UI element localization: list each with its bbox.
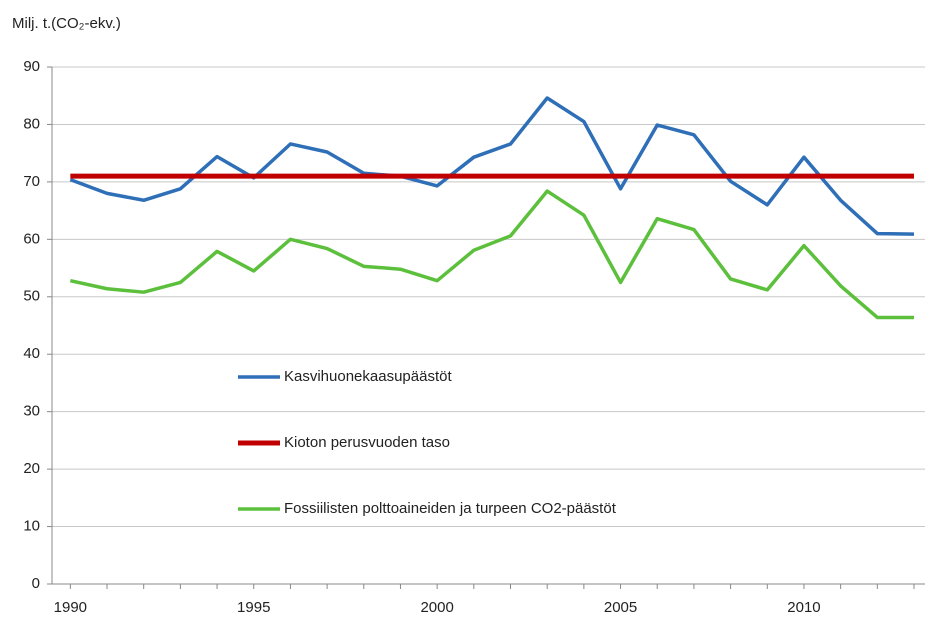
series-line: [69, 189, 914, 320]
y-tick-label: 70: [23, 173, 40, 190]
y-tick-label: 20: [23, 460, 40, 477]
x-tick-label: 2000: [420, 599, 453, 616]
y-axis-label: Milj. t.(CO₂-ekv.): [12, 15, 121, 32]
y-tick-label: 60: [23, 230, 40, 247]
y-tick-label: 10: [23, 518, 40, 535]
legend-label: Kasvihuonekaasupäästöt: [284, 368, 452, 385]
x-tick-label: 1990: [54, 599, 87, 616]
y-tick-label: 0: [32, 575, 40, 592]
x-tick-label: 2005: [604, 599, 637, 616]
y-tick-label: 90: [23, 58, 40, 75]
x-tick-label: 1995: [237, 599, 270, 616]
y-tick-label: 80: [23, 115, 40, 132]
y-tick-label: 30: [23, 403, 40, 420]
x-tick-label: 2010: [787, 599, 820, 616]
y-tick-label: 50: [23, 288, 40, 305]
legend-label: Fossiilisten polttoaineiden ja turpeen C…: [284, 500, 617, 517]
legend-label: Kioton perusvuoden taso: [284, 434, 450, 451]
y-tick-label: 40: [23, 345, 40, 362]
series-line: [69, 96, 915, 236]
